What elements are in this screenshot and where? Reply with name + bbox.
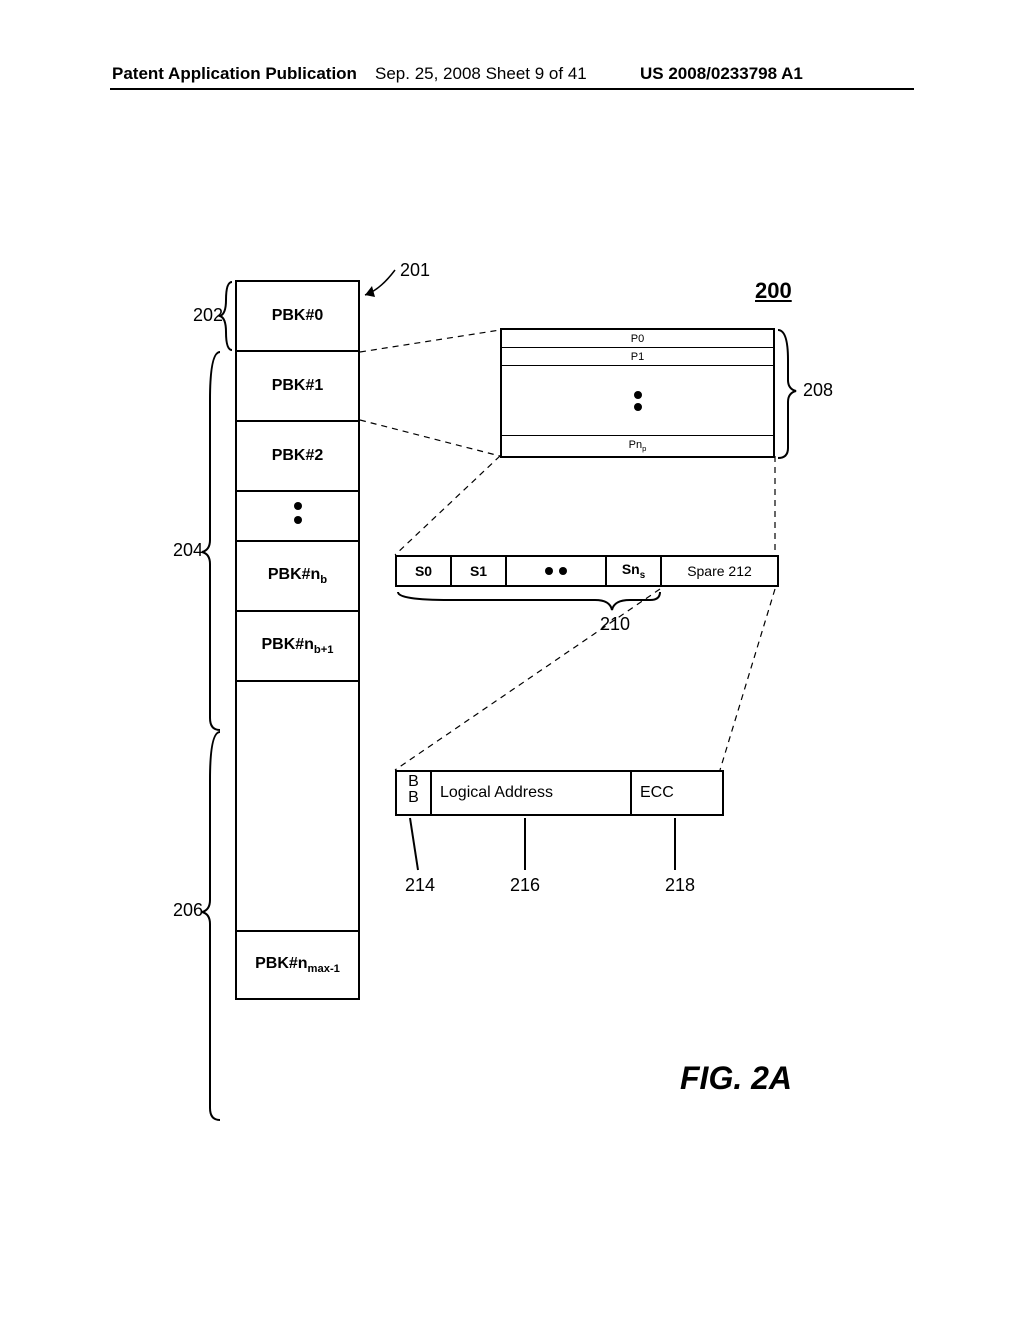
ref-202: 202 bbox=[193, 305, 223, 326]
block-pbknb1: PBK#nb+1 bbox=[237, 610, 358, 680]
block-pbk2: PBK#2 bbox=[237, 420, 358, 490]
block-pbk0: PBK#0 bbox=[237, 280, 358, 350]
pages-box: P0 P1 Pnp bbox=[500, 328, 775, 458]
block-column: PBK#0 PBK#1 PBK#2 PBK#nb PBK#nb+1 PBK#nm… bbox=[235, 280, 360, 1000]
ref-200: 200 bbox=[755, 278, 792, 304]
page-pn-text: Pnp bbox=[629, 439, 647, 453]
block-pbknb-text: PBK#nb bbox=[268, 566, 327, 586]
sector-sn-text: Sns bbox=[622, 561, 645, 581]
header-date-sheet: Sep. 25, 2008 Sheet 9 of 41 bbox=[375, 64, 587, 84]
block-pbk1: PBK#1 bbox=[237, 350, 358, 420]
ref-216: 216 bbox=[510, 875, 540, 896]
block-pbkmax: PBK#nmax-1 bbox=[237, 930, 358, 1000]
page-p0: P0 bbox=[502, 330, 773, 348]
spare-bb-text: BB bbox=[408, 774, 419, 806]
ref-206: 206 bbox=[173, 900, 203, 921]
sector-s0: S0 bbox=[397, 557, 452, 585]
dot-icon bbox=[294, 502, 302, 510]
spare-row: BB Logical Address ECC bbox=[395, 770, 724, 816]
page-dots bbox=[502, 366, 773, 436]
ref-210: 210 bbox=[600, 614, 630, 635]
page-pn: Pnp bbox=[502, 436, 773, 456]
spare-ecc: ECC bbox=[632, 772, 722, 814]
sector-dots bbox=[507, 557, 607, 585]
ref-204: 204 bbox=[173, 540, 203, 561]
sector-sn: Sns bbox=[607, 557, 662, 585]
block-pbknb: PBK#nb bbox=[237, 540, 358, 610]
block-pbknb1-text: PBK#nb+1 bbox=[261, 636, 333, 656]
figure-label: FIG. 2A bbox=[680, 1060, 792, 1097]
page-p1: P1 bbox=[502, 348, 773, 366]
dot-icon bbox=[559, 567, 567, 575]
ref-218: 218 bbox=[665, 875, 695, 896]
dot-icon bbox=[634, 391, 642, 399]
header-docket: US 2008/0233798 A1 bbox=[640, 64, 803, 84]
dot-icon bbox=[545, 567, 553, 575]
ref-208: 208 bbox=[803, 380, 833, 401]
ref-201: 201 bbox=[400, 260, 430, 281]
dot-icon bbox=[634, 403, 642, 411]
sectors-row: S0 S1 Sns Spare 212 bbox=[395, 555, 779, 587]
overlay-connectors bbox=[0, 0, 1024, 1320]
header-publication: Patent Application Publication bbox=[112, 64, 357, 84]
ref-214: 214 bbox=[405, 875, 435, 896]
spare-la: Logical Address bbox=[432, 772, 632, 814]
spare-bb: BB bbox=[397, 772, 432, 814]
block-dots-1 bbox=[237, 490, 358, 540]
block-pbkmax-text: PBK#nmax-1 bbox=[255, 955, 340, 975]
header-rule bbox=[110, 88, 914, 90]
sector-s1: S1 bbox=[452, 557, 507, 585]
dot-icon bbox=[294, 516, 302, 524]
block-spacer bbox=[237, 680, 358, 930]
sector-spare: Spare 212 bbox=[662, 557, 777, 585]
